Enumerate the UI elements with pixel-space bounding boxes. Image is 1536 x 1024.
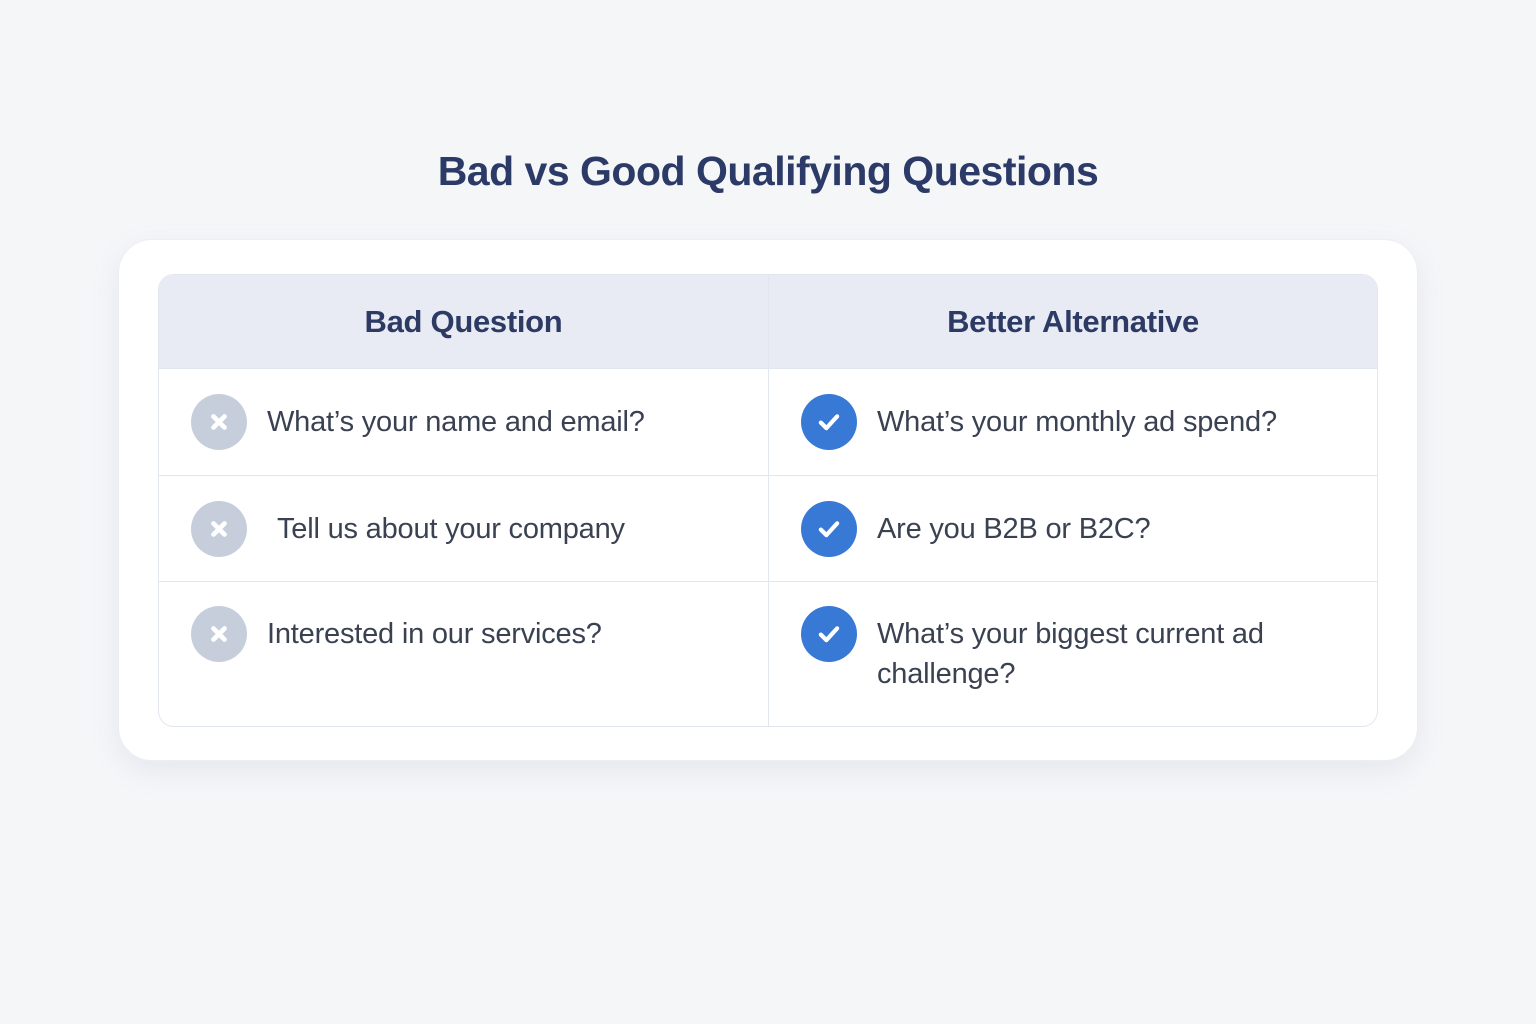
better-alternative-text: What’s your monthly ad spend? — [877, 406, 1277, 438]
bad-question-text: Interested in our services? — [267, 618, 602, 650]
page-title: Bad vs Good Qualifying Questions — [437, 148, 1099, 194]
x-icon — [191, 394, 247, 450]
bad-question-cell: What’s your name and email? — [159, 369, 768, 475]
bad-question-text: Tell us about your company — [277, 512, 625, 545]
x-icon — [191, 500, 247, 557]
table-row: Interested in our services? What’s your … — [159, 581, 1377, 726]
check-icon — [801, 500, 857, 557]
table-row: What’s your name and email? What’s your … — [159, 368, 1377, 475]
column-header-bad-question: Bad Question — [364, 303, 563, 339]
table-row: Tell us about your company Are you B2B o… — [159, 475, 1377, 581]
better-alternative-text: Are you B2B or B2C? — [877, 512, 1151, 545]
better-alternative-cell: What’s your biggest current ad challenge… — [768, 582, 1377, 726]
check-icon — [801, 394, 857, 450]
x-icon — [191, 606, 247, 662]
better-alternative-cell: Are you B2B or B2C? — [768, 476, 1377, 581]
check-icon — [801, 606, 857, 662]
bad-question-cell: Interested in our services? — [159, 582, 768, 726]
comparison-card: Bad Question Better Alternative What’s y… — [118, 239, 1418, 761]
column-header-better-alternative: Better Alternative — [768, 275, 1377, 368]
bad-question-cell: Tell us about your company — [159, 476, 768, 581]
better-alternative-cell: What’s your monthly ad spend? — [768, 369, 1377, 475]
better-alternative-text: What’s your biggest current ad challenge… — [877, 618, 1264, 690]
bad-question-text: What’s your name and email? — [267, 406, 645, 438]
comparison-table: Bad Question Better Alternative What’s y… — [158, 274, 1378, 727]
table-header-row: Bad Question Better Alternative — [159, 275, 1377, 368]
